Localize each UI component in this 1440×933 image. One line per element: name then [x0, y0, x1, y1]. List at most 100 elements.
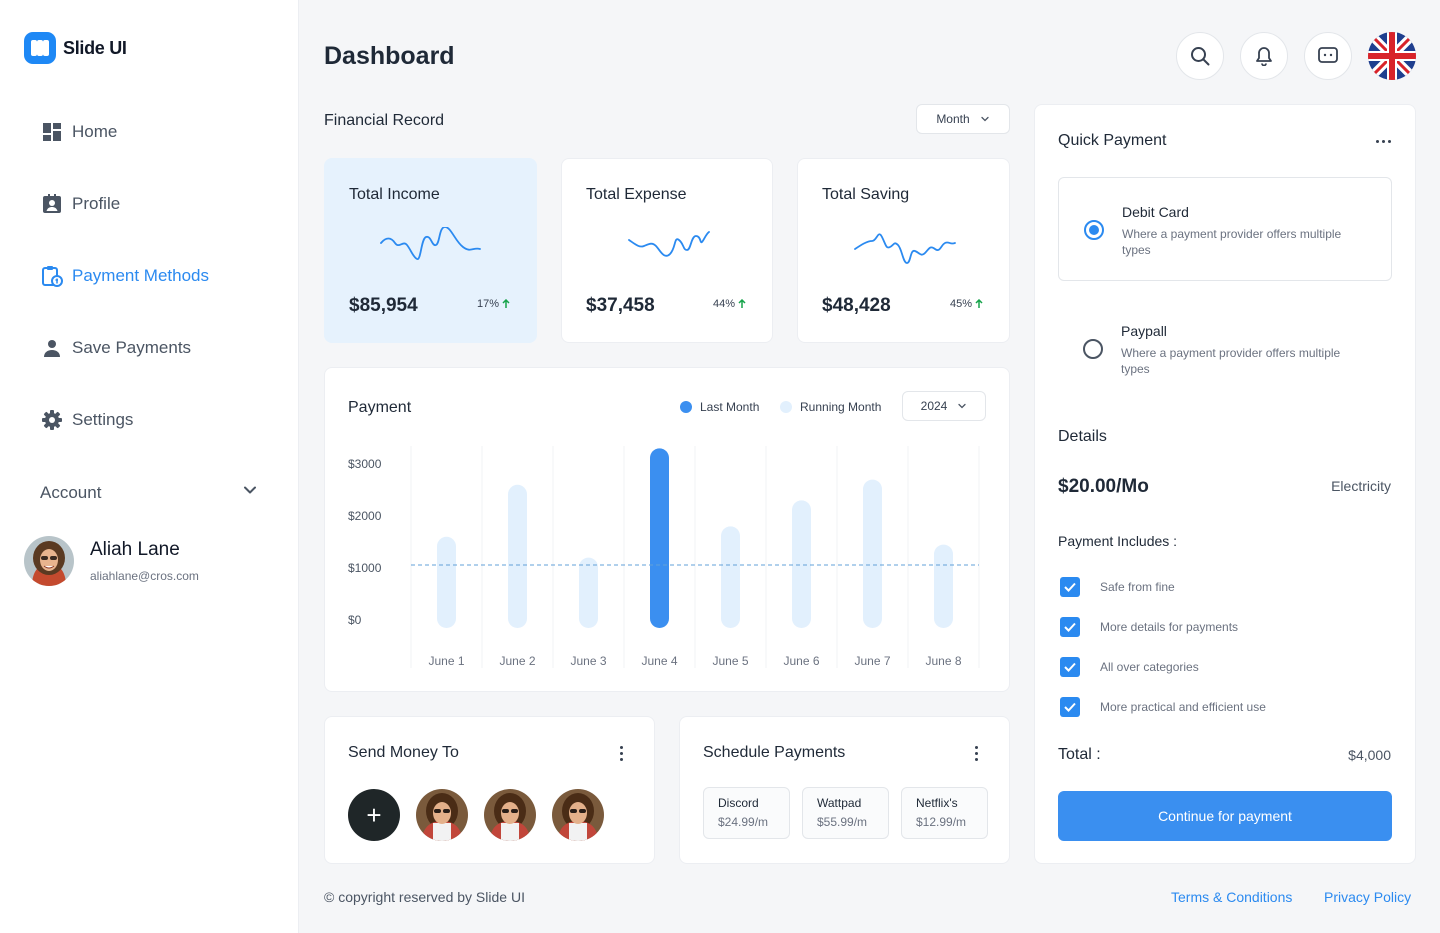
- payment-option-desc: Where a payment provider offers multiple…: [1121, 346, 1341, 376]
- scheduled-payment-netflix[interactable]: Netflix's $12.99/m: [901, 787, 988, 839]
- privacy-link[interactable]: Privacy Policy: [1324, 889, 1412, 905]
- sidebar-item-label: Settings: [72, 410, 134, 429]
- arrow-up-icon: [502, 299, 510, 308]
- year-dropdown[interactable]: 2024: [902, 391, 986, 421]
- financial-record-title: Financial Record: [324, 112, 445, 129]
- uk-flag-icon[interactable]: [1368, 32, 1416, 80]
- send-money-card: Send Money To +: [324, 716, 655, 864]
- scheduled-payment-price: $12.99/m: [916, 815, 967, 829]
- brand-name: Slide UI: [63, 37, 127, 58]
- user-icon: [40, 336, 64, 360]
- more-vertical-icon[interactable]: [611, 743, 631, 763]
- bar-june-6: [792, 500, 811, 628]
- stat-title: Total Expense: [586, 186, 687, 203]
- user-name: Aliah Lane: [90, 539, 180, 560]
- include-item[interactable]: More practical and efficient use: [1060, 697, 1266, 717]
- recipient-avatar[interactable]: [552, 789, 604, 841]
- y-tick-label: $0: [348, 613, 362, 627]
- account-toggle[interactable]: Account: [40, 482, 258, 503]
- user-profile[interactable]: Aliah Lane aliahlane@cros.com: [24, 536, 199, 586]
- scheduled-payment-price: $55.99/m: [817, 815, 868, 829]
- payment-option-desc: Where a payment provider offers multiple…: [1122, 227, 1342, 257]
- stat-value: $37,458: [586, 295, 655, 316]
- stat-change: 44%: [713, 298, 746, 310]
- sidebar-item-save-payments[interactable]: Save Payments: [40, 336, 191, 360]
- period-dropdown-value: Month: [936, 112, 970, 126]
- notification-button[interactable]: [1240, 32, 1288, 80]
- x-tick-label: June 6: [783, 654, 819, 668]
- checkbox-checked-icon[interactable]: [1060, 697, 1080, 717]
- payment-clipboard-icon: [40, 264, 64, 288]
- user-email: aliahlane@cros.com: [90, 569, 199, 583]
- brand[interactable]: Slide UI: [24, 32, 127, 64]
- include-item-label: Safe from fine: [1100, 580, 1175, 594]
- legend-dot: [780, 401, 792, 413]
- avatar: [24, 536, 74, 586]
- scheduled-payment-discord[interactable]: Discord $24.99/m: [703, 787, 790, 839]
- add-recipient-button[interactable]: +: [348, 789, 400, 841]
- more-vertical-icon[interactable]: [966, 743, 986, 763]
- sidebar-item-settings[interactable]: Settings: [40, 408, 133, 432]
- schedule-payments-title: Schedule Payments: [703, 744, 846, 761]
- continue-payment-button[interactable]: Continue for payment: [1058, 791, 1392, 841]
- x-tick-label: June 5: [712, 654, 748, 668]
- legend-running-month: Running Month: [780, 400, 881, 414]
- y-tick-label: $3000: [348, 457, 382, 471]
- terms-link[interactable]: Terms & Conditions: [1171, 889, 1293, 905]
- stat-change-value: 44%: [712, 298, 735, 310]
- x-tick-label: June 4: [641, 654, 677, 668]
- include-item[interactable]: Safe from fine: [1060, 577, 1175, 597]
- saving-sparkline: [854, 233, 956, 264]
- include-item[interactable]: All over categories: [1060, 657, 1199, 677]
- payment-option-debit-card[interactable]: Debit Card Where a payment provider offe…: [1058, 177, 1392, 281]
- legend-dot: [680, 401, 692, 413]
- stat-value: $48,428: [822, 295, 891, 316]
- checkbox-checked-icon[interactable]: [1060, 657, 1080, 677]
- legend-last-month: Last Month: [680, 400, 759, 414]
- quick-payment-title: Quick Payment: [1058, 132, 1167, 149]
- stat-title: Total Saving: [822, 186, 910, 203]
- scheduled-payment-wattpad[interactable]: Wattpad $55.99/m: [802, 787, 889, 839]
- sidebar-item-label: Save Payments: [72, 338, 192, 357]
- total-expense-card[interactable]: Total Expense $37,458 44%: [561, 158, 773, 343]
- x-tick-label: June 8: [925, 654, 961, 668]
- expense-sparkline: [628, 231, 710, 257]
- radio-unselected[interactable]: [1083, 339, 1103, 359]
- sidebar-item-profile[interactable]: Profile: [40, 192, 120, 216]
- total-label: Total :: [1058, 746, 1101, 763]
- stat-title: Total Income: [349, 186, 440, 203]
- brand-logo-icon: [24, 32, 56, 64]
- stat-change-value: 45%: [949, 298, 972, 310]
- account-label: Account: [40, 482, 102, 502]
- total-income-card[interactable]: Total Income $85,954 17%: [324, 158, 537, 343]
- bar-june-4: [650, 448, 669, 628]
- bar-june-3: [579, 557, 598, 628]
- legend-label: Running Month: [800, 400, 882, 414]
- scheduled-payment-name: Netflix's: [916, 796, 958, 810]
- more-horizontal-icon[interactable]: [1373, 131, 1393, 151]
- bar-june-2: [508, 484, 527, 628]
- search-button[interactable]: [1176, 32, 1224, 80]
- radio-selected[interactable]: [1084, 220, 1104, 240]
- checkbox-checked-icon[interactable]: [1060, 617, 1080, 637]
- bar-june-7: [863, 479, 882, 628]
- recipient-avatar[interactable]: [484, 789, 536, 841]
- sidebar-item-payment-methods[interactable]: Payment Methods: [40, 264, 209, 288]
- total-saving-card[interactable]: Total Saving $48,428 45%: [797, 158, 1010, 343]
- bell-icon: [1256, 47, 1272, 66]
- bar-june-5: [721, 526, 740, 628]
- sidebar-item-home[interactable]: Home: [40, 120, 117, 144]
- payment-option-paypall[interactable]: Paypall Where a payment provider offers …: [1058, 297, 1392, 401]
- total-value: $4,000: [1348, 747, 1391, 763]
- include-item-label: All over categories: [1100, 660, 1199, 674]
- message-icon: [1318, 47, 1338, 63]
- stat-value: $85,954: [349, 295, 418, 316]
- bar-june-8: [934, 544, 953, 628]
- quick-payment-panel: Quick Payment Debit Card Where a payment…: [1034, 104, 1416, 864]
- period-dropdown[interactable]: Month: [916, 104, 1010, 134]
- details-label: Details: [1058, 428, 1107, 445]
- recipient-avatar[interactable]: [416, 789, 468, 841]
- include-item[interactable]: More details for payments: [1060, 617, 1238, 637]
- checkbox-checked-icon[interactable]: [1060, 577, 1080, 597]
- messages-button[interactable]: [1304, 32, 1352, 80]
